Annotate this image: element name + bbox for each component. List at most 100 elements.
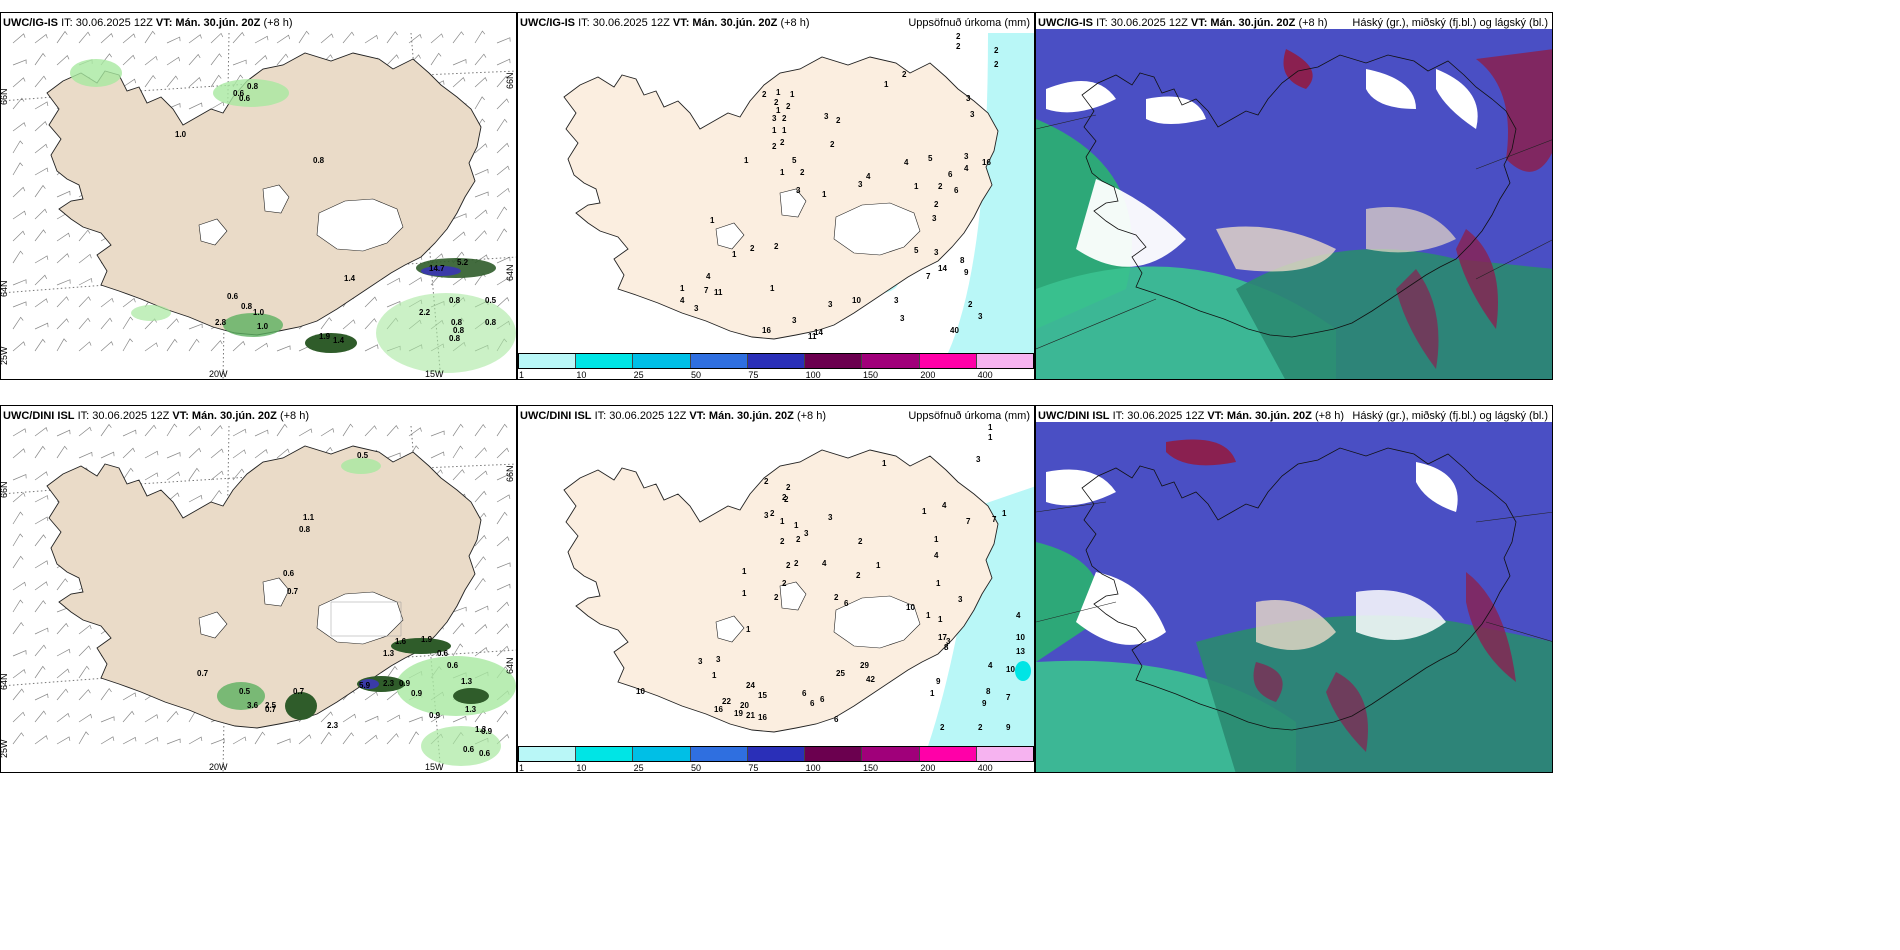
wind-barb	[210, 489, 222, 503]
value-label: 1.0	[257, 322, 269, 331]
colorbar-swatch	[862, 747, 920, 761]
value-label: 1	[988, 423, 993, 432]
value-label: 0.7	[265, 705, 277, 714]
wind-barb	[474, 168, 489, 176]
colorbar-swatch	[690, 354, 748, 368]
wind-barb	[34, 208, 48, 220]
colorbar-swatch	[576, 354, 634, 368]
wind-barb	[12, 533, 24, 547]
wind-barb	[474, 624, 488, 635]
value-label: 3	[970, 110, 975, 119]
value-label: 8	[960, 256, 965, 265]
value-label: 8	[986, 687, 991, 696]
wind-barb	[474, 556, 486, 569]
colorbar-swatch	[862, 354, 920, 368]
colorbar-swatch	[919, 354, 977, 368]
wind-barb	[364, 734, 378, 745]
wind-barb	[298, 734, 312, 745]
value-label: 0.6	[479, 749, 491, 758]
colorbar-swatch	[633, 354, 691, 368]
value-label: 0.8	[241, 302, 253, 311]
value-label: 2.2	[419, 308, 431, 317]
value-label: 9	[1006, 723, 1011, 732]
wind-barb	[364, 715, 379, 723]
panel-field-name: Uppsöfnuð úrkoma (mm)	[908, 17, 1030, 29]
wind-barb	[430, 430, 445, 437]
wind-barb	[452, 213, 467, 220]
wind-barb	[56, 578, 68, 591]
lon-label: 20W	[209, 369, 228, 379]
wind-barb	[144, 472, 159, 481]
value-label: 1	[794, 521, 799, 530]
wind-barb	[474, 53, 487, 66]
wind-barb	[56, 429, 71, 437]
wind-barb	[452, 231, 466, 242]
value-label: 3	[958, 595, 963, 604]
value-label: 2	[786, 102, 791, 111]
wind-barb	[34, 644, 47, 657]
value-label: 9	[964, 268, 969, 277]
value-label: 4	[822, 559, 827, 568]
value-label: 2.3	[383, 679, 395, 688]
wind-barb	[34, 693, 49, 701]
wind-barb	[430, 451, 445, 459]
panel-field-name: Háský (gr.), miðský (fj.bl.) og lágský (…	[1352, 17, 1548, 29]
wind-barb	[496, 256, 511, 264]
colorbar-swatch	[976, 747, 1033, 761]
wind-barb	[144, 450, 159, 459]
value-label: 3	[978, 312, 983, 321]
wind-barb	[188, 447, 202, 459]
value-label: 1	[1002, 509, 1007, 518]
colorbar-tick: 100	[805, 370, 821, 380]
wind-barb	[188, 425, 202, 437]
wind-barb	[78, 296, 91, 308]
value-label: 6	[834, 715, 839, 724]
wind-barb	[34, 184, 46, 198]
colorbar-swatch	[919, 747, 977, 761]
value-label: 2	[940, 723, 945, 732]
wind-barb	[34, 560, 49, 569]
value-label: 2	[786, 561, 791, 570]
wind-barb	[474, 143, 488, 154]
value-label: 6	[954, 186, 959, 195]
value-label: 2	[836, 116, 841, 125]
wind-barb	[34, 274, 48, 286]
wind-barb	[210, 738, 225, 745]
wind-barb	[12, 97, 25, 110]
wind-barb	[144, 30, 156, 44]
value-label: 3	[772, 114, 777, 123]
panel-clouds-top: UWC/IG-IS IT: 30.06.2025 12Z VT: Mán. 30…	[1035, 12, 1553, 380]
value-label: 1	[914, 182, 919, 191]
value-label: 2	[772, 142, 777, 151]
wind-barb	[12, 581, 27, 591]
wind-barb	[34, 229, 46, 242]
wind-barb	[56, 648, 71, 657]
value-label: 1.6	[395, 637, 407, 646]
wind-barb	[474, 647, 488, 657]
wind-barb	[276, 53, 289, 66]
panel-wind-top: UWC/IG-IS IT: 30.06.2025 12Z VT: Mán. 30…	[0, 12, 517, 380]
colorbar-swatch	[747, 354, 806, 368]
wind-barb	[78, 229, 91, 242]
lat-label: 66N	[1, 88, 9, 105]
wind-barb	[386, 452, 401, 459]
wind-barb	[386, 277, 401, 286]
wind-barb	[78, 624, 92, 635]
wind-barb	[12, 162, 23, 176]
value-label: 1	[772, 126, 777, 135]
wind-barb	[122, 736, 137, 745]
value-label: 0.8	[299, 525, 311, 534]
panel-field-name: Uppsöfnuð úrkoma (mm)	[908, 410, 1030, 422]
value-label: 2	[902, 70, 907, 79]
wind-barb	[474, 490, 487, 503]
value-label: 1	[780, 168, 785, 177]
value-label: 3	[804, 529, 809, 538]
value-label: 1.3	[383, 649, 395, 658]
wind-barb	[122, 429, 137, 437]
wind-barb	[100, 687, 112, 701]
value-label: 8	[944, 643, 949, 652]
wind-barb	[122, 467, 134, 481]
panel-precip-top: UWC/IG-IS IT: 30.06.2025 12Z VT: Mán. 30…	[517, 12, 1035, 380]
value-label: 40	[950, 326, 959, 335]
colorbar-tick: 25	[633, 763, 644, 773]
